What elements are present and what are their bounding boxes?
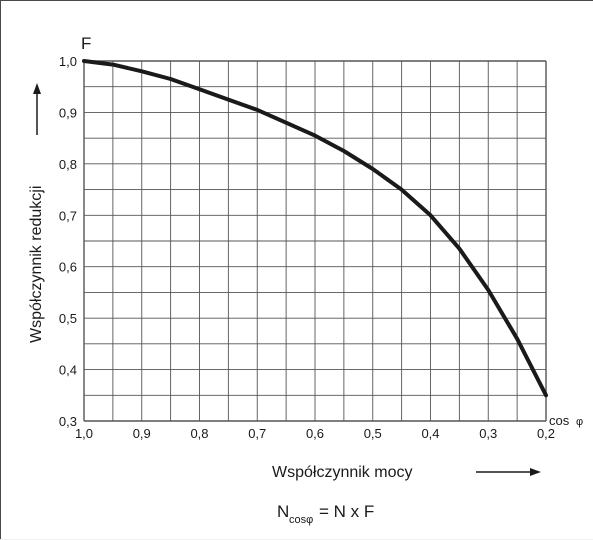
x-tick-label: 0,6 xyxy=(306,426,324,441)
y-tick-label: 0,9 xyxy=(59,105,77,120)
formula-subscript: cosφ xyxy=(289,514,313,526)
x-tick-label: 0,7 xyxy=(248,426,266,441)
formula-rhs: = N x F xyxy=(319,502,374,521)
y-tick-label: 0,4 xyxy=(59,363,77,378)
x-tick-label: 0,4 xyxy=(421,426,439,441)
x-tick-label: 0,5 xyxy=(364,426,382,441)
y-axis-label: Współczynnik redukcji xyxy=(28,186,45,343)
x-tick-label: 0,2 xyxy=(537,426,555,441)
series-line xyxy=(82,59,548,398)
grid xyxy=(83,60,547,422)
x-axis-symbol: cos xyxy=(549,413,570,428)
x-tick-label: 0,8 xyxy=(190,426,208,441)
y-tick-label: 0,5 xyxy=(59,311,77,326)
y-axis-arrow xyxy=(33,83,41,135)
x-tick-label: 0,9 xyxy=(133,426,151,441)
formula-lhs: N xyxy=(277,502,289,521)
y-axis-symbol: F xyxy=(81,34,91,53)
x-tick-label: 0,3 xyxy=(479,426,497,441)
series xyxy=(82,59,548,398)
y-tick-label: 0,3 xyxy=(59,414,77,429)
x-axis-label: Współczynnik mocy xyxy=(272,464,412,481)
y-tick-label: 1,0 xyxy=(59,54,77,69)
x-tick-label: 1,0 xyxy=(75,426,93,441)
x-axis-arrow xyxy=(476,468,541,476)
tick-labels: 1,0 0,9 0,8 0,7 0,6 0,5 0,4 0,3 0,2 0,3 0,4 0,5 0,6 0… xyxy=(59,54,555,441)
y-tick-label: 0,6 xyxy=(59,260,77,275)
y-tick-label: 0,7 xyxy=(59,208,77,223)
y-tick-label: 0,8 xyxy=(59,157,77,172)
x-axis-symbol-sub: φ xyxy=(576,416,583,428)
